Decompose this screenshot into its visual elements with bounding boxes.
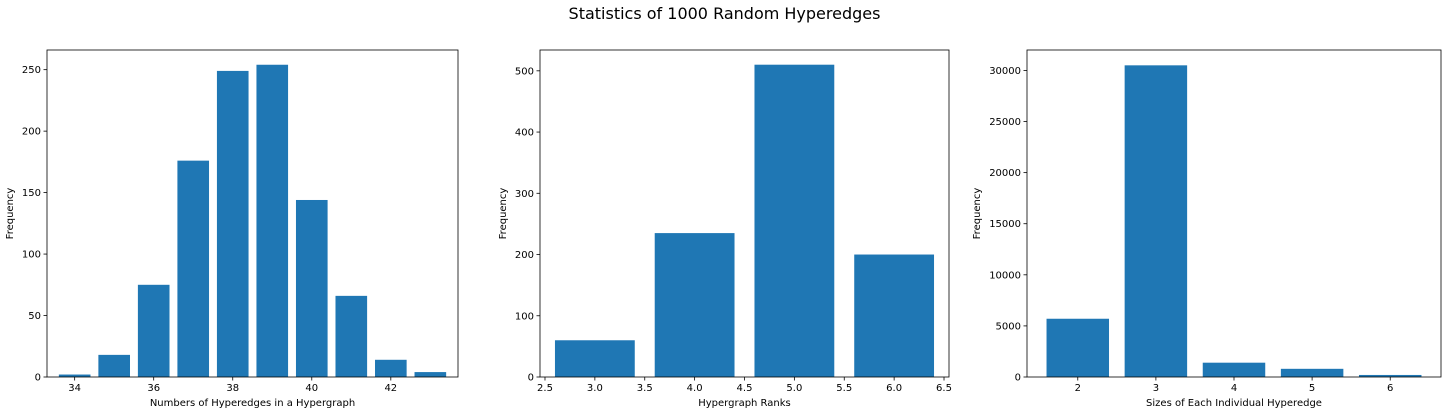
plot-frame xyxy=(46,49,459,378)
bar xyxy=(98,354,130,377)
x-tick-label: 3.5 xyxy=(637,383,653,394)
y-tick-label: 100 xyxy=(515,311,534,322)
x-axis-label: Hypergraph Ranks xyxy=(698,398,791,409)
bar xyxy=(1124,65,1188,377)
y-tick-label: 10000 xyxy=(989,270,1021,281)
y-tick-label: 100 xyxy=(22,250,41,261)
x-tick-label: 3.0 xyxy=(587,383,603,394)
bar xyxy=(177,160,210,377)
bar xyxy=(554,340,635,377)
bar xyxy=(256,64,289,377)
y-tick-label: 200 xyxy=(22,127,41,138)
bar xyxy=(1046,318,1110,377)
bar xyxy=(295,199,328,377)
x-tick-label: 42 xyxy=(384,383,397,394)
x-tick-label: 5.0 xyxy=(786,383,802,394)
y-tick-label: 300 xyxy=(515,189,534,200)
y-tick-label: 0 xyxy=(35,373,41,384)
bar xyxy=(1280,368,1344,377)
chart-panel-hyperedge-sizes: 2 3 4 5 6 0 5000 10000 15000 20000 25000 30000 Sizes… xyxy=(972,49,1442,409)
y-axis-label: Frequency xyxy=(5,188,16,240)
y-tick-label: 250 xyxy=(22,65,41,76)
y-axis-label: Frequency xyxy=(972,188,983,240)
y-tick-label: 0 xyxy=(1015,373,1021,384)
bar xyxy=(335,295,368,377)
x-tick-label: 4.5 xyxy=(737,383,753,394)
y-tick-label: 20000 xyxy=(989,168,1021,179)
x-tick-label: 3 xyxy=(1153,383,1159,394)
x-tick-label: 2 xyxy=(1075,383,1081,394)
x-axis-label: Numbers of Hyperedges in a Hypergraph xyxy=(150,398,355,409)
chart-panel-hypergraph-ranks: 2.5 3.0 3.5 4.0 4.5 5.0 5.5 6.0 6.5 0 100 200 300 400… xyxy=(498,49,952,409)
y-tick-label: 15000 xyxy=(989,219,1021,230)
y-tick-label: 150 xyxy=(22,188,41,199)
y-tick-label: 400 xyxy=(515,128,534,139)
y-tick-label: 30000 xyxy=(989,66,1021,77)
x-tick-label: 4 xyxy=(1231,383,1237,394)
x-tick-label: 5 xyxy=(1309,383,1315,394)
x-tick-label: 38 xyxy=(226,383,239,394)
x-tick-label: 6.0 xyxy=(886,383,902,394)
x-tick-label: 6.5 xyxy=(936,383,952,394)
x-tick-label: 4.0 xyxy=(687,383,703,394)
bar xyxy=(137,284,170,377)
x-tick-label: 2.5 xyxy=(537,383,553,394)
y-tick-label: 25000 xyxy=(989,117,1021,128)
y-tick-label: 200 xyxy=(515,250,534,261)
x-axis-label: Sizes of Each Individual Hyperedge xyxy=(1146,398,1322,409)
x-tick-label: 40 xyxy=(305,383,318,394)
bar xyxy=(375,359,407,377)
bar xyxy=(414,372,447,377)
x-tick-label: 36 xyxy=(147,383,160,394)
bar xyxy=(854,254,935,377)
x-tick-label: 34 xyxy=(68,383,81,394)
x-tick-label: 6 xyxy=(1387,383,1393,394)
y-axis-label: Frequency xyxy=(498,188,509,240)
bar xyxy=(216,70,249,378)
bar xyxy=(654,233,735,377)
figure-title: Statistics of 1000 Random Hyperedges xyxy=(568,4,881,23)
bar xyxy=(58,374,91,377)
chart-panel-hyperedge-count: 34 36 38 40 42 0 50 100 150 200 250 Numbers of Hype… xyxy=(5,49,459,409)
bar xyxy=(1358,374,1422,377)
bar xyxy=(754,64,835,377)
bar xyxy=(1202,362,1266,377)
y-tick-label: 500 xyxy=(515,66,534,77)
y-tick-label: 50 xyxy=(28,311,41,322)
y-tick-label: 5000 xyxy=(996,321,1021,332)
x-tick-label: 5.5 xyxy=(836,383,852,394)
y-tick-label: 0 xyxy=(528,373,534,384)
